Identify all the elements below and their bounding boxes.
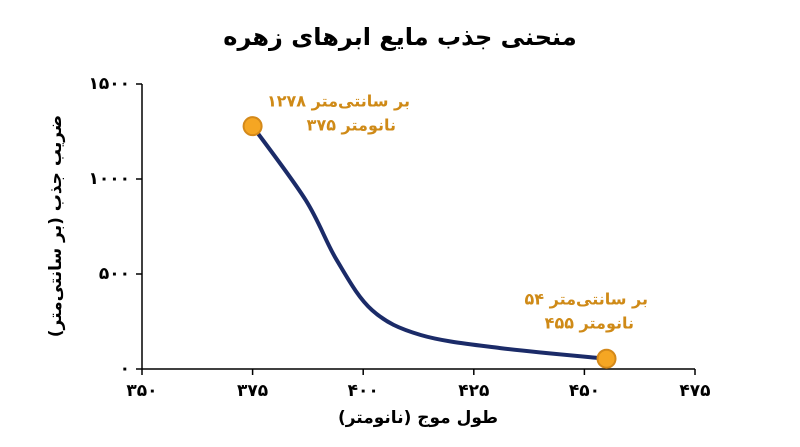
point-marker bbox=[242, 116, 263, 137]
y-tick-label: ۱۵۰۰ bbox=[88, 74, 130, 94]
y-tick-label: ۵۰۰ bbox=[99, 264, 130, 284]
annotation: ۳۷۵ نانومتر bbox=[307, 116, 396, 135]
chart-title: منحنی جذب مایع ابرهای زهره bbox=[223, 23, 576, 51]
point-marker bbox=[596, 348, 617, 369]
line bbox=[250, 124, 609, 361]
y-tick-label: ۰ bbox=[120, 359, 130, 379]
x-tick-label: ۳۷۵ bbox=[237, 381, 268, 401]
x-tick-label: ۴۰۰ bbox=[348, 381, 379, 401]
y-axis-title: ضریب جذب (بر سانتی‌متر) bbox=[46, 115, 66, 337]
x-tick-label: ۴۷۵ bbox=[679, 381, 710, 401]
annotation: ۴۵۵ نانومتر bbox=[545, 314, 634, 333]
y-tick-label: ۱۰۰۰ bbox=[88, 169, 130, 189]
x-tick-label: ۳۵۰ bbox=[126, 381, 157, 401]
x-tick-label: ۴۲۵ bbox=[458, 381, 489, 401]
annotation: ۱۲۷۸ بر سانتی‌متر bbox=[267, 92, 410, 111]
x-tick-label: ۴۵۰ bbox=[569, 381, 600, 401]
annotation: ۵۴ بر سانتی‌متر bbox=[525, 290, 649, 309]
x-axis-title: طول موج (نانومتر) bbox=[338, 408, 498, 428]
